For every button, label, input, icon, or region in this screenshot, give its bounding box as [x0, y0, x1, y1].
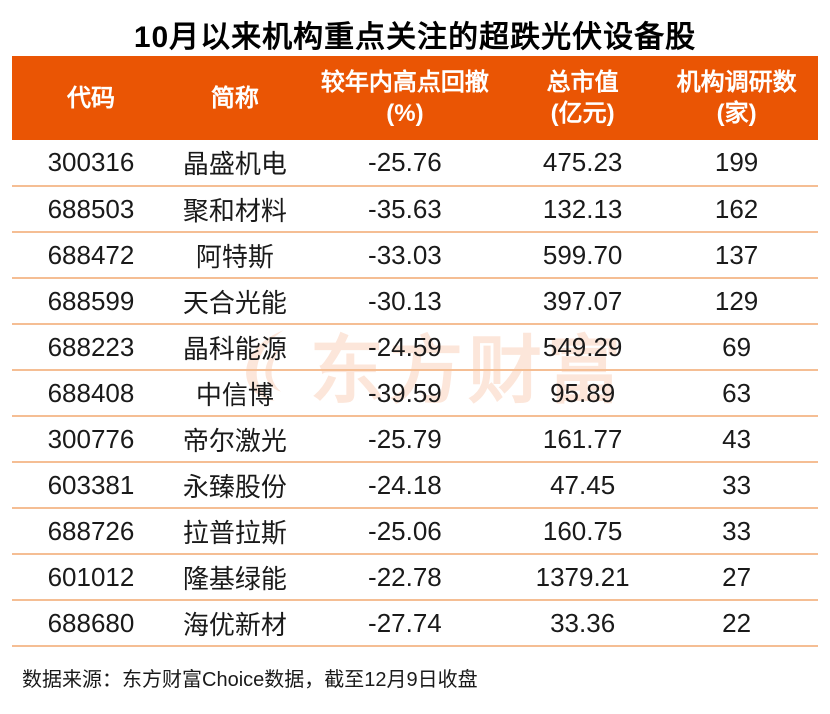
- cell-market-cap: 599.70: [510, 232, 656, 279]
- cell-drawdown: -25.06: [299, 508, 511, 555]
- col-header-name: 简称: [169, 56, 300, 140]
- cell-market-cap: 161.77: [510, 416, 656, 463]
- cell-name: 帝尔激光: [169, 416, 300, 463]
- cell-market-cap: 1379.21: [510, 554, 656, 601]
- col-header-survey-count: 机构调研数 (家): [655, 56, 818, 140]
- cell-code: 603381: [12, 462, 170, 509]
- table-row: 603381 永臻股份 -24.18 47.45 33: [12, 462, 818, 509]
- cell-name: 永臻股份: [169, 462, 300, 509]
- table-row: 688223 晶科能源 -24.59 549.29 69: [12, 324, 818, 371]
- cell-survey-count: 33: [655, 508, 818, 555]
- table-row: 688599 天合光能 -30.13 397.07 129: [12, 278, 818, 325]
- col-header-drawdown: 较年内高点回撤 (%): [299, 56, 511, 140]
- cell-survey-count: 27: [655, 554, 818, 601]
- cell-code: 688599: [12, 278, 170, 325]
- cell-drawdown: -27.74: [299, 600, 511, 647]
- cell-code: 688408: [12, 370, 170, 417]
- source-note: 数据来源：东方财富Choice数据，截至12月9日收盘: [22, 669, 478, 691]
- cell-drawdown: -39.59: [299, 370, 511, 417]
- cell-drawdown: -22.78: [299, 554, 511, 601]
- cell-drawdown: -24.18: [299, 462, 511, 509]
- cell-name: 中信博: [169, 370, 300, 417]
- stocks-table: 代码 简称 较年内高点回撤 (%) 总市值 (亿元) 机构调研数 (家) 300316…: [12, 56, 818, 647]
- cell-survey-count: 63: [655, 370, 818, 417]
- cell-name: 隆基绿能: [169, 554, 300, 601]
- table-row: 688408 中信博 -39.59 95.89 63: [12, 370, 818, 417]
- table-row: 688503 聚和材料 -35.63 132.13 162: [12, 186, 818, 233]
- cell-drawdown: -30.13: [299, 278, 511, 325]
- cell-code: 601012: [12, 554, 170, 601]
- cell-code: 688223: [12, 324, 170, 371]
- cell-survey-count: 162: [655, 186, 818, 233]
- table-row: 300776 帝尔激光 -25.79 161.77 43: [12, 416, 818, 463]
- cell-drawdown: -25.76: [299, 140, 511, 187]
- cell-drawdown: -25.79: [299, 416, 511, 463]
- cell-market-cap: 549.29: [510, 324, 656, 371]
- cell-drawdown: -35.63: [299, 186, 511, 233]
- cell-market-cap: 33.36: [510, 600, 656, 647]
- cell-survey-count: 129: [655, 278, 818, 325]
- cell-market-cap: 397.07: [510, 278, 656, 325]
- cell-name: 晶盛机电: [169, 140, 300, 187]
- stocks-table-wrap: 东方财富 代码 简称 较年内高点回撤 (%) 总市值 (亿元) 机构调研数 (家) 3…: [12, 56, 818, 647]
- cell-code: 688503: [12, 186, 170, 233]
- table-row: 688680 海优新材 -27.74 33.36 22: [12, 600, 818, 647]
- cell-code: 300316: [12, 140, 170, 187]
- cell-name: 拉普拉斯: [169, 508, 300, 555]
- cell-survey-count: 22: [655, 600, 818, 647]
- table-row: 688726 拉普拉斯 -25.06 160.75 33: [12, 508, 818, 555]
- cell-market-cap: 475.23: [510, 140, 656, 187]
- cell-name: 天合光能: [169, 278, 300, 325]
- header-row: 代码 简称 较年内高点回撤 (%) 总市值 (亿元) 机构调研数 (家): [12, 56, 818, 140]
- cell-survey-count: 43: [655, 416, 818, 463]
- table-row: 688472 阿特斯 -33.03 599.70 137: [12, 232, 818, 279]
- cell-survey-count: 137: [655, 232, 818, 279]
- col-header-code: 代码: [12, 56, 170, 140]
- cell-drawdown: -24.59: [299, 324, 511, 371]
- page-title: 10月以来机构重点关注的超跌光伏设备股: [133, 21, 697, 54]
- cell-name: 晶科能源: [169, 324, 300, 371]
- cell-code: 688726: [12, 508, 170, 555]
- cell-name: 海优新材: [169, 600, 300, 647]
- table-row: 601012 隆基绿能 -22.78 1379.21 27: [12, 554, 818, 601]
- cell-name: 聚和材料: [169, 186, 300, 233]
- cell-code: 688472: [12, 232, 170, 279]
- cell-survey-count: 33: [655, 462, 818, 509]
- table-row: 300316 晶盛机电 -25.76 475.23 199: [12, 140, 818, 187]
- cell-market-cap: 132.13: [510, 186, 656, 233]
- cell-drawdown: -33.03: [299, 232, 511, 279]
- col-header-market-cap: 总市值 (亿元): [510, 56, 656, 140]
- cell-code: 688680: [12, 600, 170, 647]
- cell-market-cap: 95.89: [510, 370, 656, 417]
- cell-survey-count: 199: [655, 140, 818, 187]
- cell-name: 阿特斯: [169, 232, 300, 279]
- cell-market-cap: 160.75: [510, 508, 656, 555]
- cell-market-cap: 47.45: [510, 462, 656, 509]
- cell-code: 300776: [12, 416, 170, 463]
- cell-survey-count: 69: [655, 324, 818, 371]
